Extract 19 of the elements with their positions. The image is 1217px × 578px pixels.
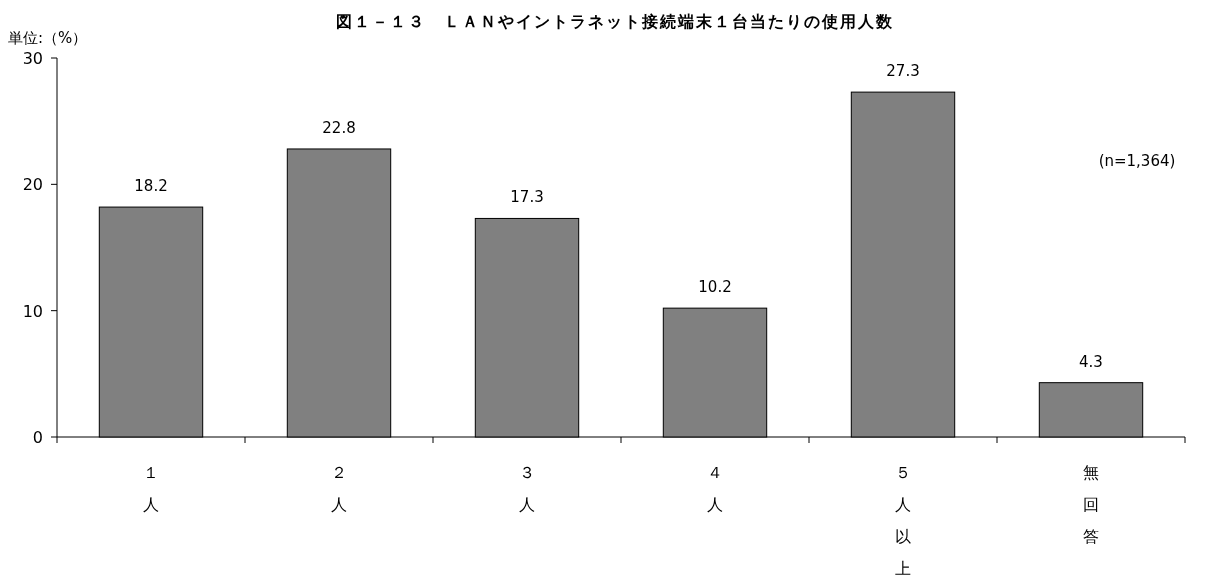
data-label: 18.2 [134, 177, 168, 196]
data-label: 22.8 [322, 118, 356, 137]
x-tick-label: ２人 [331, 463, 347, 514]
data-label: 27.3 [886, 62, 920, 81]
data-label: 4.3 [1079, 352, 1103, 371]
data-label: 10.2 [698, 278, 732, 297]
x-tick-label: ３人 [519, 463, 535, 514]
y-axis-title: 単位:（%） [8, 29, 88, 47]
chart-title: 図１－１３ ＬＡＮやイントラネット接続端末１台当たりの使用人数 [336, 12, 894, 31]
y-tick-label: 20 [22, 175, 43, 195]
x-tick-label: ５人以上 [895, 463, 911, 578]
data-label: 17.3 [510, 188, 544, 207]
x-tick-label: １人 [143, 463, 159, 514]
y-tick-label: 30 [22, 49, 43, 68]
x-tick-label: ４人 [707, 463, 723, 514]
y-tick-label: 10 [22, 301, 43, 321]
x-tick-label: 無回答 [1083, 463, 1099, 546]
y-tick-label: 0 [32, 428, 43, 447]
annotation: (n=1,364) [1098, 152, 1176, 170]
